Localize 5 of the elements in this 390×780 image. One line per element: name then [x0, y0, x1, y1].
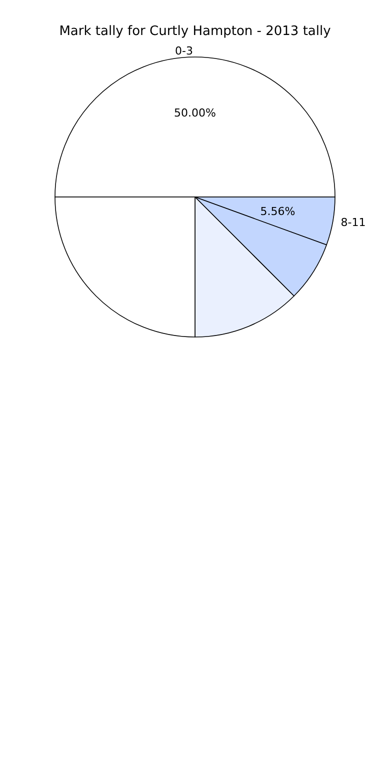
- chart-title: Mark tally for Curtly Hampton - 2013 tally: [59, 24, 332, 39]
- data-label: 5.56%: [260, 205, 296, 218]
- slice-label: 8-11: [340, 216, 366, 229]
- slice-label: 0-3: [175, 44, 193, 58]
- data-label: 50.00%: [174, 106, 216, 120]
